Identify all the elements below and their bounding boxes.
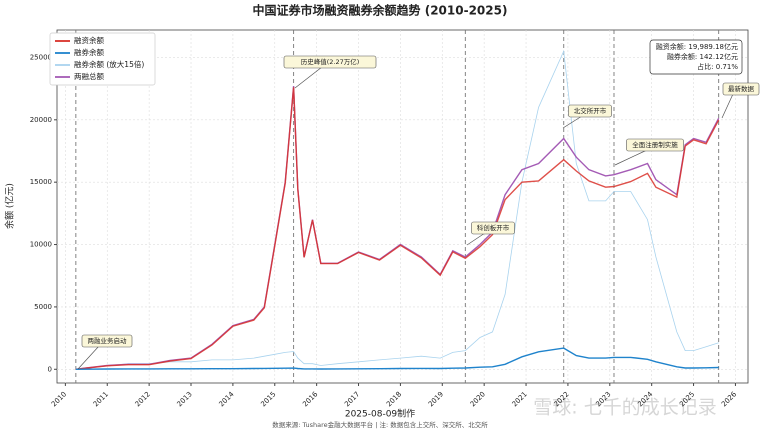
annotation-label: 最新数据: [728, 84, 755, 93]
series-line: [75, 49, 719, 370]
annotation-box: [568, 104, 612, 118]
info-text: 融资余额: 19,989.18亿元: [656, 42, 738, 51]
annotation-label: 历史峰值(2.27万亿): [301, 57, 360, 66]
annotation-box: [626, 138, 684, 152]
x-tick-label: 2013: [176, 390, 194, 408]
source: 数据来源: Tushare金融大数据平台 | 注: 数据包含上交所、深交所、北交…: [272, 420, 488, 429]
x-tick-label: 2019: [427, 390, 445, 408]
annotation-arrow: [294, 66, 323, 89]
annotation-arrow: [721, 93, 734, 119]
x-tick-label: 2014: [217, 390, 236, 409]
y-tick-label: 20000: [30, 116, 52, 124]
annotation-box: [81, 334, 133, 348]
series-line: [75, 87, 720, 370]
info-text: 融券余额: 142.12亿元: [667, 52, 738, 61]
annotation-label: 全面注册制实施: [632, 140, 678, 149]
legend-box: [49, 32, 156, 86]
x-tick-label: 2021: [511, 390, 529, 408]
annotation-box: [471, 221, 515, 235]
x-tick-label: 2012: [134, 390, 152, 408]
annotation-arrow: [614, 149, 648, 166]
x-tick-label: 2018: [385, 390, 403, 408]
x-tick-label: 2010: [50, 390, 68, 408]
y-tick-label: 15000: [30, 178, 52, 186]
annotation-box: [283, 55, 377, 69]
x-tick-label: 2016: [301, 390, 320, 409]
annotation-arrow: [77, 345, 100, 370]
legend-label: 两融总额: [74, 71, 104, 81]
watermark: 雪球: 七千的成长记录: [533, 397, 716, 419]
footer: 2025-08-09制作: [345, 408, 415, 420]
annotation-box: [722, 82, 760, 96]
y-tick-label: 0: [48, 365, 52, 373]
y-tick-label: 5000: [34, 303, 52, 311]
x-tick-label: 2011: [92, 390, 110, 408]
chart-title: 中国证券市场融资融券余额趋势 (2010-2025): [253, 3, 508, 18]
annotation-label: 科创板开市: [477, 223, 510, 232]
x-tick-label: 2026: [720, 390, 739, 409]
x-tick-label: 2020: [469, 390, 487, 408]
annotation-label: 北交所开市: [574, 106, 607, 115]
series-line: [75, 347, 719, 370]
legend-label: 融资余额: [74, 35, 104, 45]
info-text: 占比: 0.71%: [697, 62, 738, 71]
info-box: [649, 39, 743, 75]
annotation-arrow: [562, 115, 583, 129]
y-tick-label: 10000: [30, 241, 52, 249]
y-axis-label: 余额 (亿元): [4, 183, 16, 229]
x-tick-label: 2015: [259, 390, 277, 408]
y-tick-label: 25000: [30, 53, 52, 61]
legend-label: 融券余额: [74, 47, 104, 57]
annotation-label: 两融业务启动: [88, 336, 128, 345]
legend-label: 融券余额 (放大15倍): [74, 59, 144, 69]
annotation-arrow: [466, 232, 486, 246]
plot-frame: [56, 29, 749, 384]
series-line: [75, 86, 720, 370]
x-tick-label: 2017: [343, 390, 361, 408]
